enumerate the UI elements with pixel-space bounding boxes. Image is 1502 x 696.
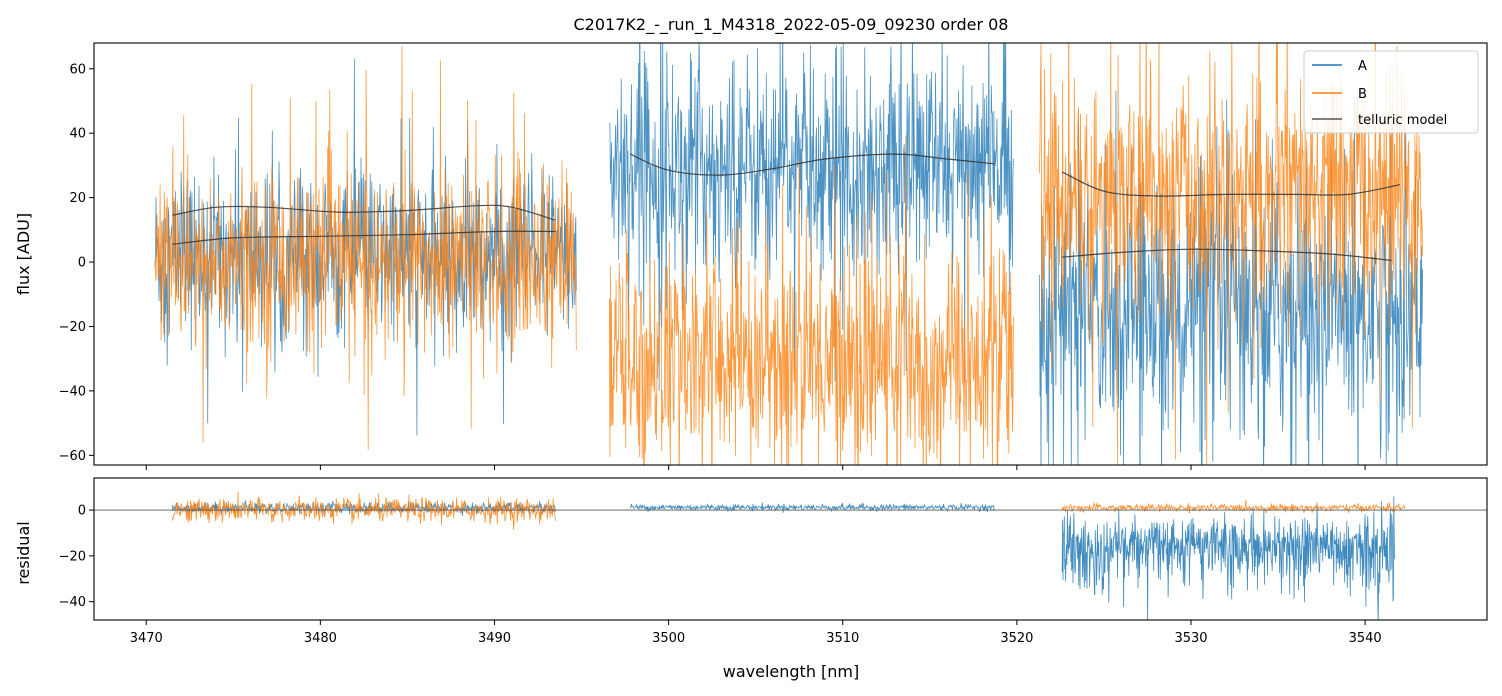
legend-label-a: A	[1358, 59, 1367, 74]
series-b-segment-2	[609, 135, 1014, 465]
x-tick-label: 3530	[1174, 631, 1207, 646]
flux-x-ticks	[145, 465, 1366, 470]
series-b-segment-1	[154, 46, 577, 450]
flux-axes-frame	[93, 42, 1488, 466]
x-axis-label: wavelength [nm]	[723, 662, 860, 681]
flux-y-tick-label: −60	[59, 449, 86, 464]
legend-label-telluric: telluric model	[1358, 113, 1447, 128]
flux-y-tick-label: 60	[69, 62, 86, 77]
x-tick-label: 3510	[826, 631, 859, 646]
legend-label-b: B	[1358, 87, 1367, 102]
flux-y-tick-label: −20	[59, 320, 86, 335]
residual-b-segment-5	[1061, 499, 1406, 514]
flux-y-tick-label: 40	[69, 127, 86, 142]
residual-a-segment-3	[629, 501, 995, 513]
flux-y-ticks: −60 −40 −20 0 20 40 60	[59, 62, 94, 464]
residual-plot-area	[94, 491, 1487, 620]
residual-y-tick-label: 0	[78, 504, 86, 519]
flux-y-tick-label: −40	[59, 384, 86, 399]
residual-a-segment-1	[172, 499, 556, 516]
residual-x-ticks: 3470 3480 3490 3500 3510 3520 3530 3540	[130, 620, 1382, 646]
residual-axes-frame	[93, 477, 1488, 621]
residual-a-segment-4	[1061, 496, 1396, 620]
residual-y-tick-label: −20	[59, 549, 86, 564]
telluric-model-curve-4	[1061, 171, 1401, 197]
telluric-model-curve-2	[172, 230, 556, 245]
x-tick-label: 3500	[652, 631, 685, 646]
series-a-segment-3	[1039, 90, 1423, 465]
legend: A B telluric model	[1303, 50, 1479, 134]
telluric-model-curve-3	[630, 153, 995, 176]
x-tick-label: 3520	[1000, 631, 1033, 646]
residual-y-ticks: −40 −20 0	[59, 504, 94, 610]
flux-y-tick-label: 0	[78, 256, 86, 271]
chart-title: C2017K2_-_run_1_M4318_2022-05-09_09230 o…	[574, 15, 1009, 35]
flux-y-tick-label: 20	[69, 191, 86, 206]
x-tick-label: 3470	[130, 631, 163, 646]
residual-b-segment-2	[172, 491, 556, 530]
legend-box	[1303, 50, 1479, 134]
series-a-segment-2	[609, 43, 1014, 392]
residual-y-axis-label: residual	[14, 521, 33, 584]
telluric-model-curve-5	[1062, 248, 1392, 261]
x-tick-label: 3480	[304, 631, 337, 646]
flux-plot-area	[154, 43, 1423, 465]
flux-y-axis-label: flux [ADU]	[14, 213, 33, 295]
x-tick-label: 3540	[1349, 631, 1382, 646]
series-b-segment-3	[1039, 43, 1423, 465]
residual-y-tick-label: −40	[59, 595, 86, 610]
telluric-model-curve-1	[172, 204, 556, 221]
x-tick-label: 3490	[478, 631, 511, 646]
